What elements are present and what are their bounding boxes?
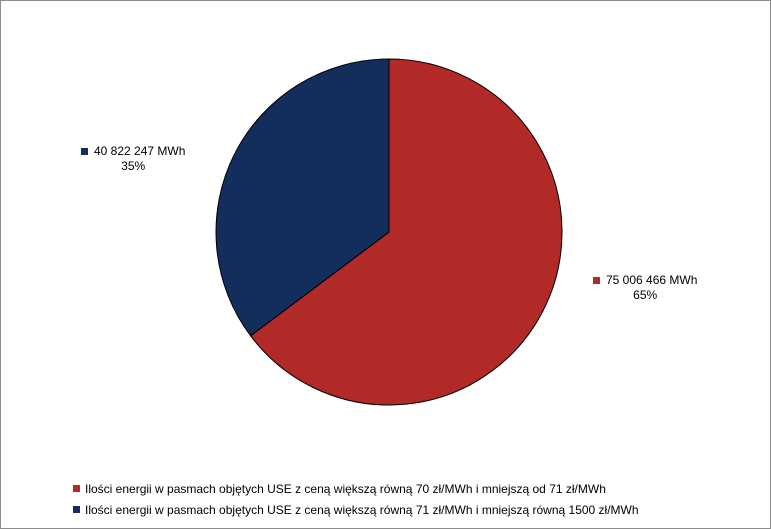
slice-2-marker [81,148,88,155]
slice-2-percent-label: 35% [121,159,146,173]
legend-item-slice-2: Ilości energii w pasmach objętych USE z … [73,499,639,520]
slice-1-value-label: 75 006 466 MWh [606,273,698,287]
legend-item-slice-1: Ilości energii w pasmach objętych USE z … [73,478,639,499]
data-label-slice-1: 75 006 466 MWh 65% [593,273,697,303]
legend-label-slice-1: Ilości energii w pasmach objętych USE z … [85,481,606,496]
legend-swatch-slice-1 [73,485,80,492]
data-label-slice-2: 40 822 247 MWh 35% [81,144,185,174]
legend-swatch-slice-2 [73,506,80,513]
pie-slice-1 [249,58,563,406]
slice-1-marker [593,277,600,284]
legend: Ilości energii w pasmach objętych USE z … [73,478,639,520]
slice-1-percent-label: 65% [633,288,658,302]
slice-2-value-label: 40 822 247 MWh [94,144,186,158]
pie-slice-2 [215,58,390,337]
legend-label-slice-2: Ilości energii w pasmach objętych USE z … [85,502,639,517]
